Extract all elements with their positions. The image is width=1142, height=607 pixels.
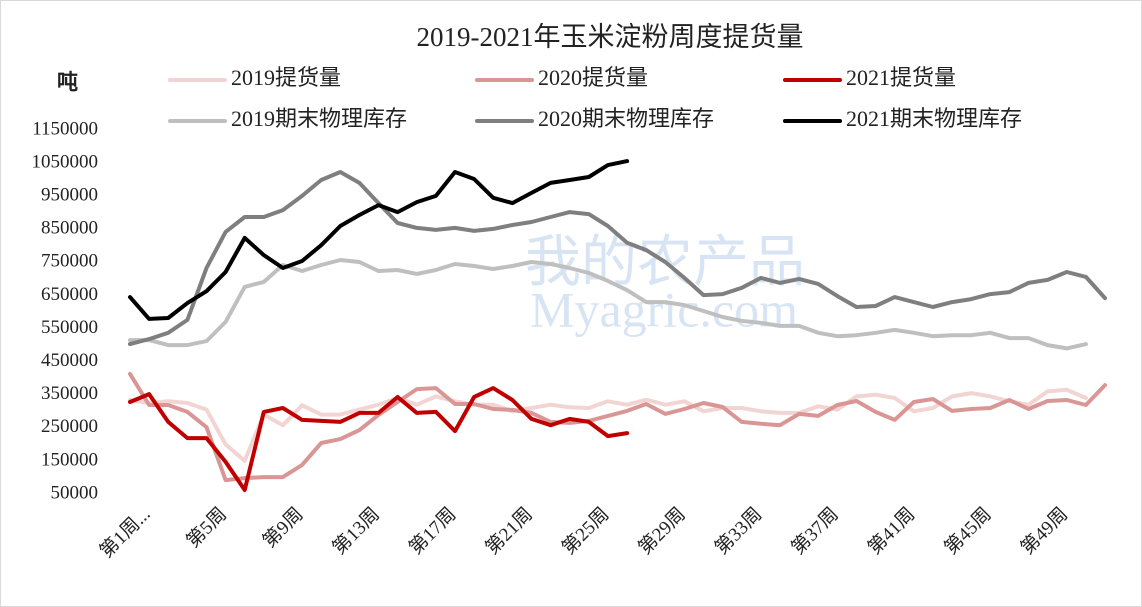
y-tick-label: 50000 <box>51 482 99 503</box>
y-tick-label: 650000 <box>41 284 98 305</box>
y-axis-label: 吨 <box>57 70 78 94</box>
y-tick-label: 1150000 <box>32 118 98 139</box>
legend-label: 2021提货量 <box>846 65 956 90</box>
chart-title: 2019-2021年玉米淀粉周度提货量 <box>417 22 804 52</box>
series-line <box>128 386 630 492</box>
legend-label: 2019提货量 <box>231 65 341 90</box>
legend-label: 2020期末物理库存 <box>538 106 714 131</box>
y-tick-label: 850000 <box>41 218 98 239</box>
series-line <box>128 170 1107 347</box>
y-tick-label: 450000 <box>41 350 98 371</box>
legend-label: 2019期末物理库存 <box>231 106 407 131</box>
watermark: Myagric.com <box>530 281 798 337</box>
y-tick-label: 150000 <box>41 449 98 470</box>
y-tick-label: 750000 <box>41 251 98 272</box>
legend-label: 2021期末物理库存 <box>846 106 1022 131</box>
y-tick-label: 350000 <box>41 383 98 404</box>
series-line <box>128 159 630 321</box>
legend-label: 2020提货量 <box>538 65 648 90</box>
y-tick-label: 550000 <box>41 317 98 338</box>
y-tick-label: 950000 <box>41 185 98 206</box>
y-tick-label: 250000 <box>41 416 98 437</box>
y-tick-label: 1050000 <box>32 151 99 172</box>
series-line <box>128 371 1107 483</box>
series-line <box>128 387 1088 463</box>
